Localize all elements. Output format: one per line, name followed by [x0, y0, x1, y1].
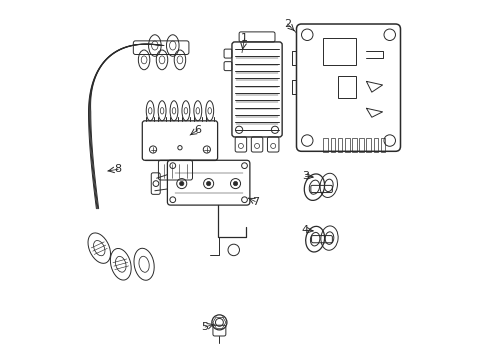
Bar	[323, 39, 355, 65]
Text: 1: 1	[241, 33, 247, 43]
Circle shape	[179, 181, 183, 186]
Bar	[373, 138, 378, 152]
Text: 7: 7	[251, 197, 258, 207]
Bar	[366, 138, 370, 152]
Text: 4: 4	[301, 225, 308, 235]
Text: 6: 6	[194, 125, 201, 135]
Bar	[330, 138, 335, 152]
Bar	[337, 76, 355, 98]
Text: 8: 8	[115, 164, 122, 174]
Bar	[351, 138, 356, 152]
Text: 3: 3	[302, 171, 308, 181]
Bar	[359, 138, 363, 152]
Circle shape	[233, 181, 237, 186]
Bar	[337, 138, 342, 152]
Text: 2: 2	[284, 19, 290, 29]
Text: 5: 5	[201, 322, 208, 332]
Circle shape	[206, 181, 210, 186]
Bar	[380, 138, 385, 152]
Bar	[344, 138, 349, 152]
Bar	[323, 138, 327, 152]
